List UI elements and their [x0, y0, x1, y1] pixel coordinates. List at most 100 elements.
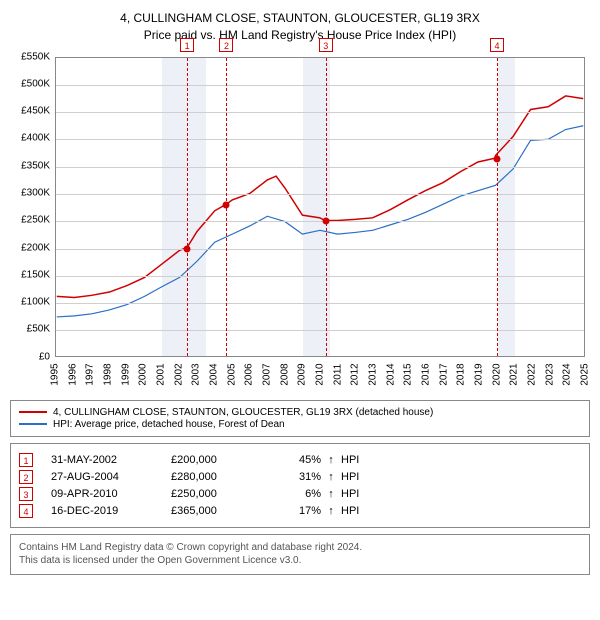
y-axis-label: £500K: [5, 78, 50, 89]
x-axis-label: 2017: [438, 363, 449, 385]
sale-marker-line: [497, 58, 498, 356]
sale-marker-box: 2: [219, 38, 233, 52]
txn-pct: 45%: [271, 454, 321, 466]
x-axis-label: 2010: [315, 363, 326, 385]
x-axis-label: 2011: [332, 363, 343, 385]
txn-marker: 3: [19, 487, 33, 501]
x-axis-label: 2022: [527, 363, 538, 385]
y-axis-label: £400K: [5, 133, 50, 144]
attribution: Contains HM Land Registry data © Crown c…: [10, 534, 590, 575]
sale-marker-box: 4: [490, 38, 504, 52]
txn-pct: 6%: [271, 488, 321, 500]
chart-lines-svg: [56, 58, 584, 356]
gridline: [56, 249, 584, 250]
txn-marker: 4: [19, 504, 33, 518]
txn-source: HPI: [341, 471, 359, 483]
gridline: [56, 303, 584, 304]
legend-item: 4, CULLINGHAM CLOSE, STAUNTON, GLOUCESTE…: [19, 407, 581, 418]
y-axis-label: £300K: [5, 187, 50, 198]
attribution-line: This data is licensed under the Open Gov…: [19, 554, 581, 568]
transaction-row: 131-MAY-2002£200,00045%↑HPI: [19, 453, 581, 467]
x-axis-label: 2023: [544, 363, 555, 385]
x-axis-label: 1995: [50, 363, 61, 385]
x-axis-label: 1997: [85, 363, 96, 385]
gridline: [56, 85, 584, 86]
txn-date: 31-MAY-2002: [51, 454, 171, 466]
transaction-row: 4 16-DEC-2019£365,00017%↑HPI: [19, 504, 581, 518]
sale-dot: [184, 245, 191, 252]
txn-price: £280,000: [171, 471, 271, 483]
txn-marker: 2: [19, 470, 33, 484]
x-axis-label: 2014: [385, 363, 396, 385]
transaction-row: 227-AUG-2004£280,00031%↑HPI: [19, 470, 581, 484]
plot-area: 1234: [55, 57, 585, 357]
transactions-table: 131-MAY-2002£200,00045%↑HPI227-AUG-2004£…: [10, 443, 590, 528]
x-axis-label: 2008: [279, 363, 290, 385]
x-axis-label: 2018: [456, 363, 467, 385]
txn-pct: 31%: [271, 471, 321, 483]
x-axis-label: 1998: [103, 363, 114, 385]
gridline: [56, 330, 584, 331]
sale-marker-box: 1: [180, 38, 194, 52]
gridline: [56, 139, 584, 140]
x-axis-label: 2002: [173, 363, 184, 385]
x-axis-label: 2007: [262, 363, 273, 385]
txn-source: HPI: [341, 454, 359, 466]
legend-label: HPI: Average price, detached house, Fore…: [53, 419, 285, 430]
x-axis-label: 2003: [191, 363, 202, 385]
x-axis-label: 1996: [67, 363, 78, 385]
y-axis-label: £0: [5, 351, 50, 362]
x-axis-label: 2013: [368, 363, 379, 385]
sale-dot: [322, 218, 329, 225]
sale-dot: [493, 155, 500, 162]
x-axis-label: 2001: [156, 363, 167, 385]
x-axis-label: 1999: [120, 363, 131, 385]
txn-marker: 1: [19, 453, 33, 467]
sale-marker-line: [326, 58, 327, 356]
arrow-up-icon: ↑: [321, 505, 341, 517]
transaction-row: 309-APR-2010£250,0006%↑HPI: [19, 487, 581, 501]
y-axis-label: £450K: [5, 106, 50, 117]
x-axis-label: 2009: [297, 363, 308, 385]
y-axis-label: £100K: [5, 297, 50, 308]
x-axis-label: 2024: [562, 363, 573, 385]
txn-source: HPI: [341, 505, 359, 517]
y-axis-label: £150K: [5, 269, 50, 280]
legend-label: 4, CULLINGHAM CLOSE, STAUNTON, GLOUCESTE…: [53, 407, 433, 418]
arrow-up-icon: ↑: [321, 488, 341, 500]
sale-marker-box: 3: [319, 38, 333, 52]
txn-date: 09-APR-2010: [51, 488, 171, 500]
sale-marker-line: [187, 58, 188, 356]
gridline: [56, 221, 584, 222]
x-axis-label: 2019: [474, 363, 485, 385]
x-axis-label: 2025: [580, 363, 591, 385]
x-axis-label: 2021: [509, 363, 520, 385]
txn-price: £365,000: [171, 505, 271, 517]
legend: 4, CULLINGHAM CLOSE, STAUNTON, GLOUCESTE…: [10, 400, 590, 437]
x-axis-label: 2016: [421, 363, 432, 385]
legend-item: HPI: Average price, detached house, Fore…: [19, 419, 581, 430]
x-axis-label: 2005: [226, 363, 237, 385]
arrow-up-icon: ↑: [321, 454, 341, 466]
arrow-up-icon: ↑: [321, 471, 341, 483]
series-line-subject_property: [57, 96, 583, 298]
y-axis-label: £200K: [5, 242, 50, 253]
gridline: [56, 167, 584, 168]
chart-frame: 1234 £0£50K£100K£150K£200K£250K£300K£350…: [10, 52, 590, 392]
gridline: [56, 194, 584, 195]
x-axis-label: 2004: [209, 363, 220, 385]
x-axis-label: 2006: [244, 363, 255, 385]
y-axis-label: £50K: [5, 324, 50, 335]
legend-swatch: [19, 411, 47, 413]
legend-swatch: [19, 423, 47, 425]
txn-pct: 17%: [271, 505, 321, 517]
txn-date: 16-DEC-2019: [51, 505, 171, 517]
x-axis-label: 2015: [403, 363, 414, 385]
x-axis-label: 2000: [138, 363, 149, 385]
gridline: [56, 112, 584, 113]
x-axis-label: 2020: [491, 363, 502, 385]
title-line-1: 4, CULLINGHAM CLOSE, STAUNTON, GLOUCESTE…: [10, 10, 590, 27]
attribution-line: Contains HM Land Registry data © Crown c…: [19, 541, 581, 555]
y-axis-label: £350K: [5, 160, 50, 171]
sale-dot: [223, 201, 230, 208]
